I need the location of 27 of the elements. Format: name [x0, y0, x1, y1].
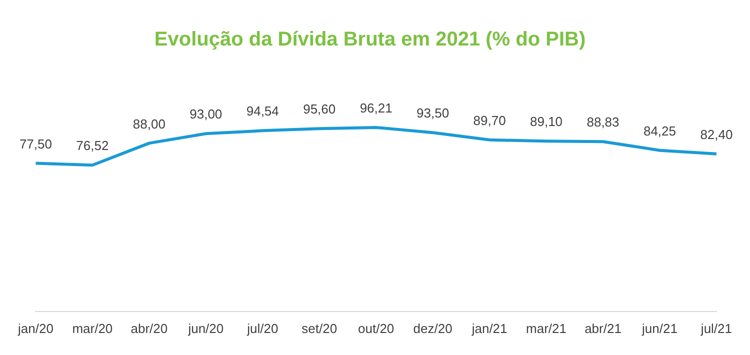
x-tick-label: jun/20 — [187, 320, 224, 336]
x-tick-label: mar/20 — [72, 320, 113, 336]
x-tick-label: dez/20 — [413, 320, 452, 336]
data-label: 96,21 — [360, 100, 392, 116]
data-label: 76,52 — [76, 138, 109, 154]
x-tick-label: jul/21 — [700, 320, 732, 336]
data-label: 88,83 — [586, 114, 620, 130]
data-label: 95,60 — [303, 102, 336, 117]
x-tick-label: abr/20 — [130, 320, 168, 336]
x-tick-label: out/20 — [358, 320, 394, 336]
data-label: 84,25 — [643, 123, 676, 138]
data-label: 82,40 — [700, 126, 733, 142]
data-label: 89,10 — [530, 114, 563, 130]
x-tick-label: jun/21 — [641, 320, 678, 336]
data-label: 93,00 — [190, 106, 222, 122]
x-tick-label: jan/21 — [470, 320, 508, 336]
x-tick-label: jan/20 — [17, 320, 54, 336]
x-tick-label: abr/21 — [584, 320, 622, 336]
data-label: 94,54 — [246, 104, 279, 119]
data-label: 88,00 — [132, 116, 166, 132]
x-tick-label: set/20 — [302, 320, 338, 336]
data-label: 77,50 — [19, 136, 52, 152]
data-label: 89,70 — [473, 113, 506, 128]
x-tick-label: jul/20 — [246, 320, 278, 336]
data-label: 93,50 — [416, 106, 450, 121]
x-tick-label: mar/21 — [526, 320, 567, 336]
chart-title: Evolução da Dívida Bruta em 2021 (% do PIB) — [154, 28, 586, 51]
